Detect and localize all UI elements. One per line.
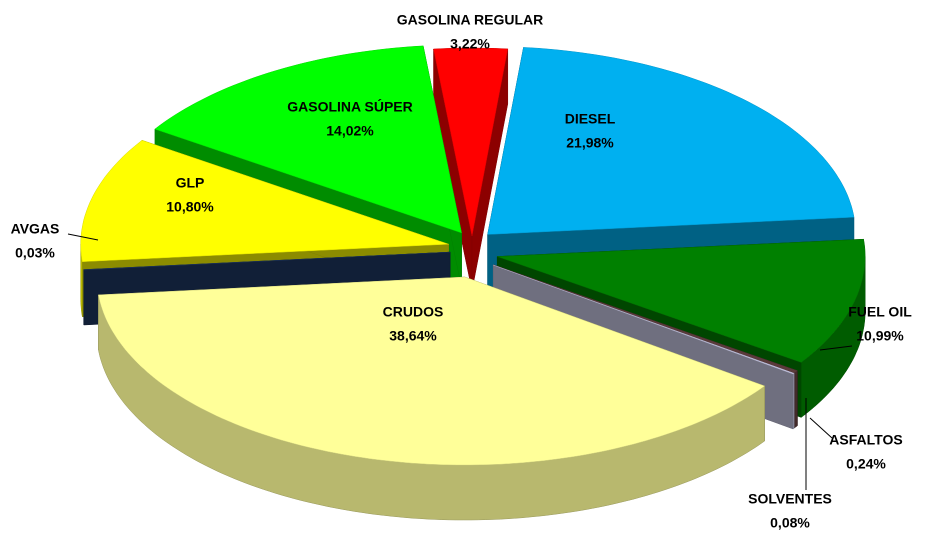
value-label: 21,98% [566,135,614,151]
value-label: 14,02% [326,123,374,139]
slice [497,238,866,363]
category-label: GASOLINA REGULAR [397,12,543,28]
slice [433,47,509,237]
value-label: 0,24% [846,456,886,472]
slice [493,264,795,375]
slice [80,140,449,262]
category-label: DIESEL [565,111,616,127]
leader-line [67,233,99,241]
category-label: CRUDOS [383,304,444,320]
leader-line [819,345,853,351]
slice-tops [80,45,866,466]
value-label: 3,22% [450,36,490,52]
slice-outer-side [794,370,798,429]
value-label: 38,64% [389,328,437,344]
slice [487,47,855,235]
category-label: GLP [176,175,205,191]
value-label: 10,99% [856,328,904,344]
category-label: AVGAS [11,221,60,237]
slice-outer-side [792,372,795,430]
slice [98,276,766,466]
value-label: 0,08% [770,515,810,531]
category-label: ASFALTOS [829,432,902,448]
leader-line [809,417,833,439]
slice [83,251,451,271]
value-label: 0,03% [15,245,55,261]
slice [493,264,798,374]
slice [154,45,462,234]
category-label: FUEL OIL [848,304,912,320]
category-label: SOLVENTES [748,491,832,507]
value-label: 10,80% [166,199,214,215]
category-label: GASOLINA SÚPER [287,98,413,115]
